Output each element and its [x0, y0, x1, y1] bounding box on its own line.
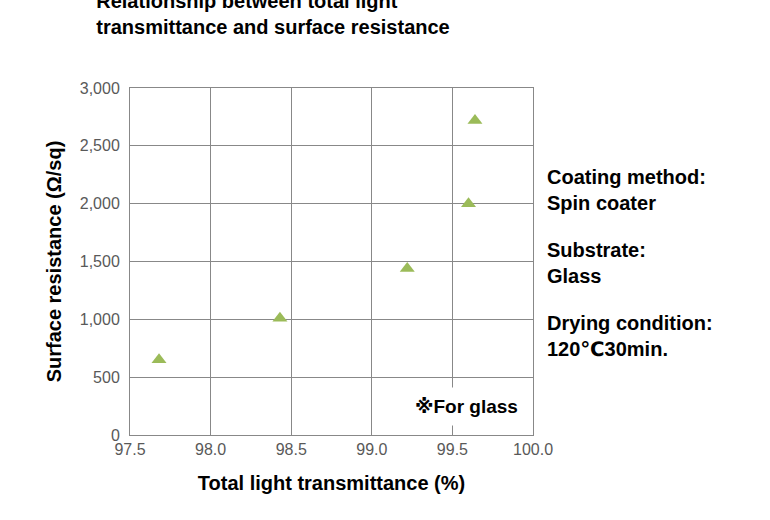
svg-text:1,000: 1,000: [80, 311, 120, 328]
svg-text:500: 500: [93, 369, 120, 386]
svg-text:Substrate:Glass: Substrate:Glass: [547, 239, 646, 287]
svg-text:98.0: 98.0: [195, 441, 226, 458]
svg-text:Drying condition:120℃30min.: Drying condition:120℃30min.: [547, 312, 713, 360]
svg-text:0: 0: [111, 427, 120, 444]
svg-text:99.5: 99.5: [437, 441, 468, 458]
svg-text:Coating method:Spin coater: Coating method:Spin coater: [547, 166, 706, 214]
svg-text:97.5: 97.5: [114, 441, 145, 458]
svg-text:2,000: 2,000: [80, 195, 120, 212]
svg-text:98.5: 98.5: [276, 441, 307, 458]
svg-text:2,500: 2,500: [80, 137, 120, 154]
svg-text:Total light transmittance (%): Total light transmittance (%): [198, 472, 465, 494]
svg-text:3,000: 3,000: [80, 80, 120, 97]
svg-text:※For glass: ※For glass: [415, 396, 518, 417]
svg-text:Relationship between total lig: Relationship between total lighttransmit…: [96, 0, 450, 38]
svg-text:99.0: 99.0: [356, 441, 387, 458]
svg-text:100.0: 100.0: [513, 441, 553, 458]
svg-text:1,500: 1,500: [80, 253, 120, 270]
svg-text:Surface resistance (Ω/sq): Surface resistance (Ω/sq): [43, 141, 65, 383]
